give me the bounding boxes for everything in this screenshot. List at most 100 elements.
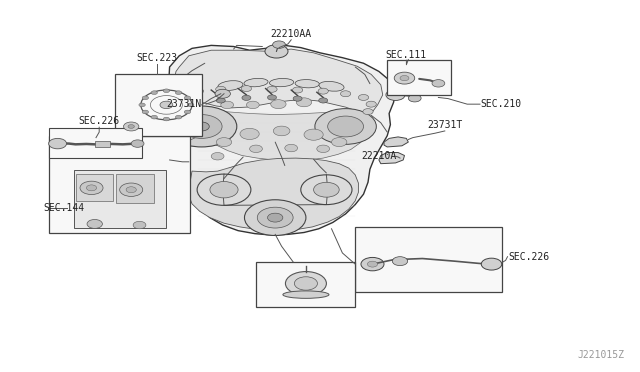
Circle shape (400, 76, 409, 81)
Circle shape (394, 72, 415, 84)
Circle shape (240, 128, 259, 140)
Ellipse shape (319, 81, 344, 91)
Text: SEC.144: SEC.144 (44, 203, 84, 213)
Circle shape (328, 116, 364, 137)
Circle shape (408, 94, 421, 102)
Circle shape (296, 98, 312, 107)
Circle shape (386, 89, 405, 100)
Circle shape (181, 115, 222, 138)
Circle shape (87, 219, 102, 228)
Circle shape (142, 110, 148, 114)
Polygon shape (168, 45, 396, 235)
Circle shape (163, 117, 170, 121)
Circle shape (151, 91, 157, 94)
Circle shape (366, 101, 376, 107)
Circle shape (332, 138, 347, 147)
FancyBboxPatch shape (95, 141, 110, 147)
Circle shape (319, 98, 328, 103)
Circle shape (160, 101, 173, 109)
Circle shape (361, 257, 384, 271)
FancyBboxPatch shape (387, 60, 451, 95)
Text: SEC.210: SEC.210 (480, 99, 521, 109)
Circle shape (221, 101, 234, 109)
FancyBboxPatch shape (115, 74, 202, 136)
Polygon shape (189, 158, 358, 231)
Circle shape (432, 80, 445, 87)
Circle shape (194, 122, 209, 131)
Circle shape (120, 183, 143, 196)
Polygon shape (166, 112, 202, 142)
Circle shape (216, 86, 226, 92)
Circle shape (265, 45, 288, 58)
Circle shape (292, 87, 303, 93)
Circle shape (215, 89, 230, 98)
Text: 23731T: 23731T (427, 120, 463, 130)
Circle shape (216, 138, 232, 147)
Circle shape (80, 181, 103, 195)
Circle shape (304, 129, 323, 140)
Circle shape (271, 100, 286, 109)
Circle shape (257, 207, 293, 228)
Circle shape (273, 126, 290, 136)
Text: SEC.223: SEC.223 (136, 53, 177, 63)
FancyBboxPatch shape (49, 136, 190, 232)
Circle shape (367, 261, 378, 267)
Ellipse shape (283, 291, 329, 298)
Circle shape (268, 213, 283, 222)
Circle shape (340, 91, 351, 97)
Circle shape (163, 89, 170, 93)
Circle shape (267, 86, 277, 92)
Polygon shape (174, 49, 383, 113)
Text: J221015Z: J221015Z (577, 350, 624, 360)
Text: 22210AA: 22210AA (271, 29, 312, 39)
Circle shape (188, 103, 194, 107)
Circle shape (293, 96, 302, 101)
Circle shape (193, 88, 204, 94)
Circle shape (246, 101, 259, 109)
Circle shape (242, 95, 251, 100)
FancyBboxPatch shape (116, 174, 154, 203)
Text: SEC.111: SEC.111 (386, 49, 427, 60)
FancyBboxPatch shape (76, 174, 113, 201)
Ellipse shape (295, 80, 319, 88)
Text: SEC.226: SEC.226 (79, 116, 120, 126)
Circle shape (268, 95, 276, 100)
FancyBboxPatch shape (256, 262, 355, 307)
Circle shape (184, 110, 191, 114)
Circle shape (184, 96, 191, 100)
Circle shape (142, 96, 148, 100)
Circle shape (133, 221, 146, 229)
Circle shape (211, 153, 224, 160)
Circle shape (358, 94, 369, 100)
Circle shape (392, 257, 408, 266)
Circle shape (315, 109, 376, 144)
Circle shape (86, 185, 97, 191)
Circle shape (128, 125, 134, 128)
Circle shape (481, 258, 502, 270)
Circle shape (318, 88, 328, 94)
Text: 23731N: 23731N (166, 99, 202, 109)
Circle shape (241, 86, 252, 92)
Circle shape (175, 91, 182, 94)
Circle shape (131, 140, 144, 147)
Circle shape (216, 98, 225, 103)
Circle shape (126, 187, 136, 193)
Circle shape (317, 145, 330, 153)
Circle shape (250, 145, 262, 153)
Circle shape (49, 138, 67, 149)
Circle shape (244, 200, 306, 235)
Polygon shape (379, 153, 404, 164)
FancyBboxPatch shape (355, 227, 502, 292)
Circle shape (124, 122, 139, 131)
Circle shape (285, 272, 326, 295)
Text: SEC.226: SEC.226 (509, 252, 550, 262)
Circle shape (363, 109, 373, 115)
Circle shape (294, 277, 317, 290)
Circle shape (166, 106, 237, 147)
Circle shape (151, 115, 157, 119)
Text: 22210A: 22210A (362, 151, 397, 161)
Ellipse shape (269, 78, 294, 87)
Circle shape (314, 182, 339, 197)
Ellipse shape (218, 81, 243, 90)
Ellipse shape (244, 78, 268, 87)
